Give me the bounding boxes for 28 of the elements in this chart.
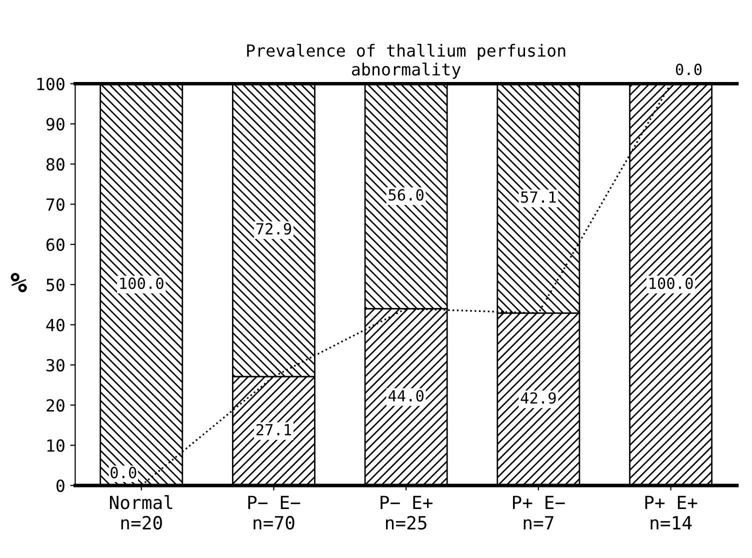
data-label: 27.1 — [256, 424, 292, 436]
y-tick-label: 10 — [47, 439, 64, 452]
data-label: 0.0 — [676, 64, 702, 76]
x-tick-label: P+ E+ n=14 — [645, 496, 698, 530]
y-tick-label: 100 — [37, 78, 64, 90]
x-tick-label: Normal n=20 — [110, 495, 172, 530]
x-tick-label: P− E+ n=25 — [380, 496, 432, 530]
y-tick-label: 90 — [46, 118, 64, 130]
y-tick-label: 30 — [46, 358, 64, 372]
data-label: 100.0 — [120, 277, 164, 290]
y-tick-label: 0 — [56, 479, 64, 492]
y-tick-label: 20 — [46, 399, 64, 412]
y-tick-label: 50 — [46, 278, 64, 292]
y-axis-title: % — [10, 272, 27, 292]
chart-title: Prevalence of thallium perfusion abnormality — [247, 44, 566, 79]
data-label: 42.9 — [520, 392, 556, 404]
data-label: 100.0 — [650, 277, 693, 290]
y-tick-label: 80 — [46, 158, 64, 171]
data-label: 57.1 — [521, 192, 556, 203]
x-tick-label: P+ E− n=7 — [512, 496, 565, 530]
y-tick-label: 70 — [46, 198, 64, 211]
data-label: 72.9 — [256, 223, 292, 235]
data-label: 0.0 — [110, 466, 136, 478]
y-tick-label: 60 — [46, 238, 64, 252]
y-tick-label: 40 — [46, 318, 64, 332]
data-label: 56.0 — [388, 189, 424, 201]
data-label: 44.0 — [388, 390, 424, 402]
x-tick-label: P− E− n=70 — [248, 496, 300, 530]
